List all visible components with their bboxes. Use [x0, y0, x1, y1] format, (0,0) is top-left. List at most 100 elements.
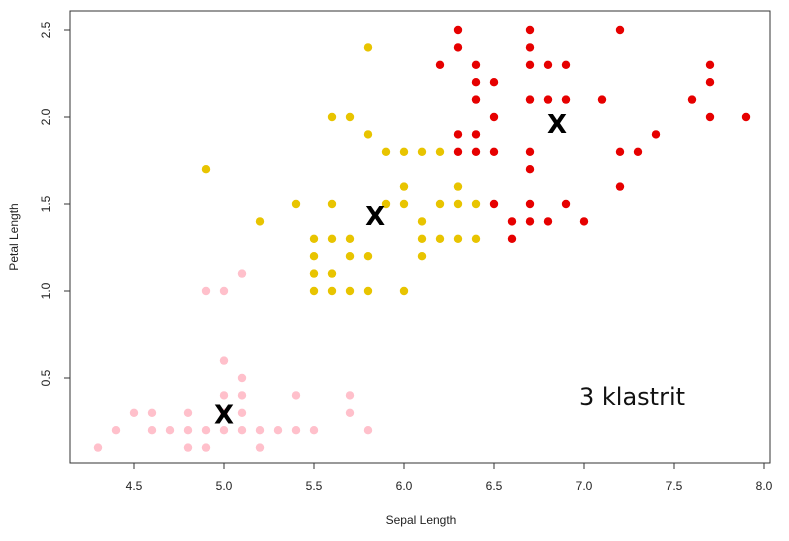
cluster-1-point — [219, 286, 229, 296]
x-tick-label: 8.0 — [756, 479, 773, 493]
cluster-1-point — [219, 356, 229, 365]
cluster-3-point — [471, 60, 481, 69]
cluster-2-point — [471, 199, 481, 209]
cluster-3-point — [489, 112, 499, 122]
cluster-2-point — [435, 147, 445, 156]
cluster-1-point — [219, 426, 229, 435]
cluster-2-point — [201, 165, 211, 174]
cluster-2-point — [417, 252, 427, 261]
x-axis-title: Sepal Length — [386, 513, 457, 527]
x-tick-label: 7.0 — [576, 479, 593, 493]
cluster-1-point — [111, 426, 121, 435]
cluster-1-point — [183, 426, 193, 435]
cluster-3-point — [435, 60, 445, 69]
x-tick-label: 6.5 — [486, 479, 503, 493]
cluster-2-point — [309, 269, 319, 278]
cluster-2-point — [399, 286, 409, 296]
cluster-2-point — [417, 217, 427, 226]
cluster-2-point — [399, 147, 409, 156]
cluster-1-point — [363, 426, 373, 435]
cluster-1-point — [237, 391, 247, 400]
cluster-1-point — [309, 426, 319, 435]
cluster-2-point — [363, 43, 373, 52]
cluster-1-point — [147, 408, 157, 417]
cluster-3-point — [579, 217, 589, 226]
cluster-3-point — [741, 112, 751, 122]
cluster-3-point — [615, 147, 625, 156]
cluster-3-point — [525, 165, 535, 174]
y-axis-title: Petal Length — [7, 203, 21, 270]
cluster-2-point — [345, 234, 355, 243]
x-tick-label: 7.5 — [666, 479, 683, 493]
cluster-2-point — [417, 147, 427, 156]
x-tick-label: 5.0 — [216, 479, 233, 493]
cluster-3-point — [453, 43, 463, 52]
x-tick-label: 4.5 — [126, 479, 143, 493]
cluster-3-point — [525, 95, 535, 104]
y-tick-label: 2.5 — [39, 21, 53, 38]
cluster-3-point — [543, 217, 553, 226]
y-tick-label: 2.0 — [39, 108, 53, 125]
cluster-3-point — [705, 78, 715, 87]
cluster-1-point — [237, 408, 247, 417]
y-axis: 0.5 1.0 1.5 2.0 2.5 — [39, 21, 71, 386]
cluster-1-point — [273, 426, 283, 435]
cluster-3-point — [561, 95, 571, 104]
cluster-2-point — [417, 234, 427, 243]
x-tick-label: 6.0 — [396, 479, 413, 493]
cluster-1-point — [291, 391, 301, 400]
cluster-3-point — [525, 199, 535, 209]
cluster-1-point — [219, 391, 229, 400]
cluster-3-point — [489, 78, 499, 87]
cluster-2-point — [327, 112, 337, 122]
cluster-1-point — [201, 286, 211, 296]
cluster-2-point — [453, 199, 463, 209]
cluster-1-point — [201, 426, 211, 435]
cluster-3-point — [615, 25, 625, 35]
cluster-1-point — [165, 426, 175, 435]
cluster-3-point — [561, 60, 571, 69]
y-tick-label: 1.5 — [39, 195, 53, 212]
cluster-2-point — [345, 112, 355, 122]
cluster-3-point — [471, 130, 481, 139]
y-tick-label: 0.5 — [39, 369, 53, 386]
cluster-2-point — [327, 234, 337, 243]
cluster-2-point — [453, 182, 463, 191]
cluster-2-point — [435, 234, 445, 243]
cluster-count-annotation: 3 klastrit — [579, 383, 685, 411]
x-tick-label: 5.5 — [306, 479, 323, 493]
cluster-1-point — [237, 269, 247, 278]
cluster-3-point — [633, 147, 643, 156]
cluster-3-point — [525, 43, 535, 52]
cluster-2-point — [309, 234, 319, 243]
cluster-3-point — [705, 112, 715, 122]
cluster-2-point — [345, 286, 355, 296]
cluster-1-point — [237, 426, 247, 435]
cluster-1-point — [237, 373, 247, 383]
y-tick-label: 1.0 — [39, 282, 53, 299]
cluster-3-point — [597, 95, 607, 104]
cluster-1-point — [201, 443, 211, 452]
cluster-3-point — [525, 25, 535, 35]
cluster-1-point — [183, 443, 193, 452]
cluster-2-point — [399, 199, 409, 209]
cluster-3-point — [525, 217, 535, 226]
cluster-3-point — [471, 78, 481, 87]
cluster-3-point — [471, 95, 481, 104]
cluster-2-point — [381, 199, 391, 209]
centroid-marker: X — [365, 202, 385, 232]
centroids-layer: X X X — [214, 110, 567, 431]
cluster-3-point — [705, 60, 715, 69]
cluster-2-point — [381, 147, 391, 156]
cluster-1-point — [255, 426, 265, 435]
x-axis: 4.5 5.0 5.5 6.0 6.5 7.0 7.5 8.0 — [126, 462, 773, 493]
cluster-3-point — [651, 130, 661, 139]
cluster-3-point — [561, 199, 571, 209]
cluster-3-point — [507, 217, 517, 226]
cluster-2-point — [327, 269, 337, 278]
cluster-2-point — [363, 252, 373, 261]
cluster-3-point — [489, 199, 499, 209]
cluster-2-point — [327, 199, 337, 209]
cluster-2-point — [471, 234, 481, 243]
